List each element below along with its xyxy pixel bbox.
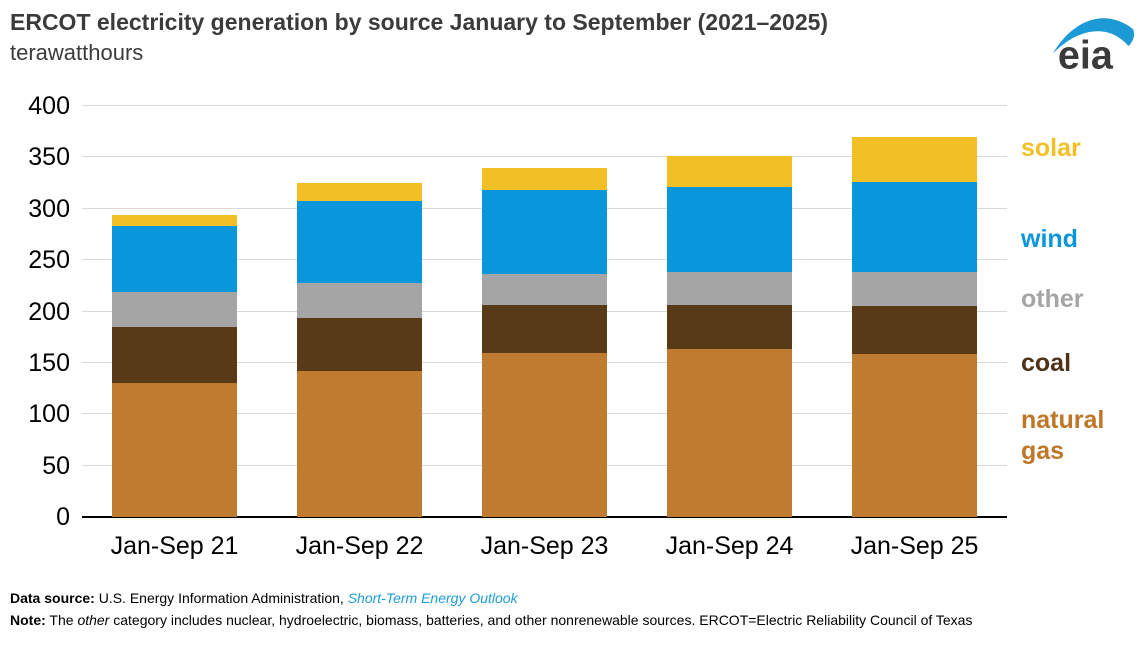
eia-logo-swoosh	[1052, 18, 1135, 54]
data-source-text: U.S. Energy Information Administration,	[94, 590, 348, 606]
y-axis-tick-label: 100	[28, 400, 70, 429]
eia-logo-graphic: eia	[1052, 18, 1135, 77]
bar-segment-wind	[112, 226, 237, 293]
plot-area	[82, 105, 1007, 518]
chart-units-label: terawatthours	[10, 40, 144, 65]
x-axis-tick-label: Jan-Sep 25	[850, 532, 979, 560]
bar-segment-other	[852, 272, 977, 307]
note-label: Note:	[10, 612, 46, 628]
y-axis-tick-label: 0	[56, 503, 70, 531]
bar-segment-solar	[667, 156, 792, 188]
bar-segment-coal	[482, 305, 607, 353]
gridline	[82, 105, 1007, 106]
bar-segment-coal	[667, 305, 792, 349]
note-text-other: other	[77, 612, 110, 628]
bar-segment-solar	[112, 214, 237, 227]
steo-link[interactable]: Short-Term Energy Outlook	[347, 590, 518, 606]
stacked-bar-5	[852, 136, 977, 517]
legend-label-coal: coal	[1021, 349, 1072, 377]
bar-segment-wind	[482, 190, 607, 274]
bar-segment-natural-gas	[667, 348, 792, 517]
legend-label-other: other	[1021, 285, 1084, 313]
x-axis-tick-label: Jan-Sep 22	[295, 532, 424, 560]
eia-logo-text: eia	[1058, 33, 1114, 74]
x-axis-tick-label: Jan-Sep 21	[110, 532, 239, 560]
x-axis-tick-label: Jan-Sep 24	[665, 532, 794, 560]
y-axis-tick-label: 50	[42, 451, 70, 480]
x-axis-tick-label: Jan-Sep 23	[480, 532, 609, 560]
legend-label-solar: solar	[1021, 134, 1081, 162]
bar-segment-natural-gas	[852, 353, 977, 517]
y-axis-tick-label: 200	[28, 297, 70, 326]
y-axis-tick-label: 400	[28, 92, 70, 120]
bar-segment-wind	[852, 182, 977, 273]
bar-segment-wind	[667, 187, 792, 273]
eia-logo: eia	[1051, 6, 1137, 77]
data-source-label: Data source:	[10, 590, 95, 606]
bar-segment-other	[297, 282, 422, 318]
bar-segment-solar	[852, 136, 977, 183]
stacked-bar-1	[112, 214, 237, 517]
bar-segment-wind	[297, 200, 422, 283]
bar-segment-other	[112, 292, 237, 327]
y-axis-tick-label: 300	[28, 194, 70, 223]
note-text-post: category includes nuclear, hydroelectric…	[109, 612, 973, 628]
bar-segment-natural-gas	[112, 383, 237, 517]
y-axis-tick-label: 350	[28, 143, 70, 172]
bar-segment-coal	[852, 306, 977, 354]
legend-label-wind: wind	[1021, 225, 1078, 253]
bar-segment-natural-gas	[297, 371, 422, 517]
bar-segment-natural-gas	[482, 352, 607, 517]
y-axis-tick-label: 150	[28, 348, 70, 377]
bar-segment-coal	[297, 317, 422, 372]
bar-segment-coal	[112, 326, 237, 384]
stacked-bar-4	[667, 156, 792, 517]
stacked-bar-2	[297, 183, 422, 517]
stacked-bar-3	[482, 167, 607, 517]
x-axis-line	[82, 516, 1007, 518]
page-title: ERCOT electricity generation by source J…	[10, 9, 829, 35]
footer: Data source: U.S. Energy Information Adm…	[10, 587, 1132, 631]
legend-label-natural-gas: natural gas	[1021, 406, 1105, 465]
gridline	[82, 156, 1007, 158]
y-axis-tick-label: 250	[28, 246, 70, 275]
bar-segment-other	[482, 273, 607, 306]
bar-segment-other	[667, 272, 792, 306]
note-text-pre: The	[45, 612, 78, 628]
bar-segment-solar	[297, 183, 422, 201]
bar-segment-solar	[482, 167, 607, 191]
